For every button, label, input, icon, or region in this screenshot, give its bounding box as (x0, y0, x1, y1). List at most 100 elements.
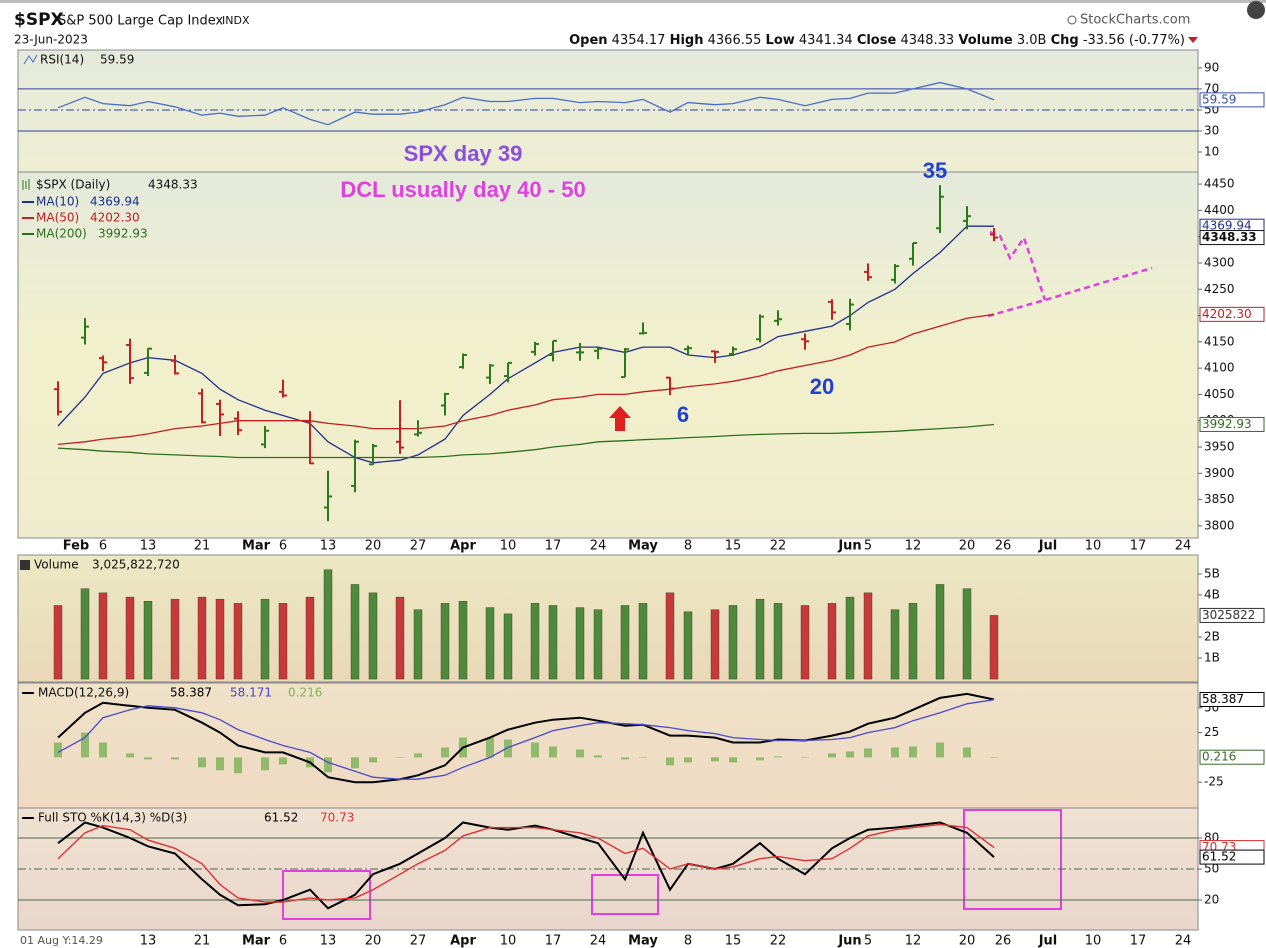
volume-bar (593, 609, 603, 680)
volume-bar (503, 613, 513, 680)
histogram-bar (504, 739, 512, 758)
x-tick-label: 12 (905, 539, 922, 554)
volume-bar (323, 569, 333, 680)
x-tick-label: Mar (242, 539, 271, 554)
histogram-bar (891, 747, 899, 758)
panel-volume (17, 554, 1199, 683)
volume-label: Volume (958, 33, 1013, 48)
x-tick-label: 5 (864, 539, 872, 554)
legend-value: 70.73 (320, 811, 354, 825)
open-label: Open (569, 33, 607, 48)
value-tag (1199, 691, 1265, 707)
histogram-bar (261, 757, 269, 771)
highlight-box (591, 874, 659, 915)
value-tag-text: 58.387 (1202, 692, 1244, 706)
histogram-bar (234, 757, 242, 774)
series-line (57, 699, 995, 780)
volume-bar (755, 598, 765, 680)
x-tick-label: 24 (590, 934, 607, 948)
brand-icon (1067, 15, 1077, 25)
high-label: High (670, 33, 704, 48)
histogram-bar (990, 757, 998, 758)
x-tick-label: 8 (684, 539, 692, 554)
legend: MACD(12,26,9) (38, 686, 129, 700)
annotation-20: 20 (810, 374, 834, 399)
x-tick-label: 20 (959, 934, 976, 948)
panels (17, 49, 1199, 931)
x-tick-label: 24 (590, 539, 607, 554)
legend-value: 4202.30 (90, 211, 140, 225)
x-tick-label: 17 (545, 934, 562, 948)
x-tick-label: 26 (995, 539, 1012, 554)
histogram-bar (396, 757, 404, 758)
projection-trend (987, 266, 1153, 318)
legend-value: 3992.93 (98, 227, 148, 241)
y-tick-label: 10 (1204, 145, 1219, 159)
change-value: -33.56 (-0.77%) (1083, 33, 1185, 48)
volume-bar (278, 603, 288, 680)
volume-bar (413, 609, 423, 680)
value-tag (1199, 306, 1265, 322)
volume-value: 3.0B (1017, 33, 1047, 48)
value-tag (1199, 92, 1265, 108)
x-tick-label: 26 (995, 934, 1012, 948)
volume-bar (485, 607, 495, 680)
value-tag-text: 0.216 (1202, 750, 1236, 764)
x-tick-label: 13 (140, 539, 157, 554)
histogram-bar (828, 753, 836, 758)
series-line (57, 225, 994, 464)
x-tick-label: 22 (770, 539, 787, 554)
histogram-bar (531, 742, 539, 758)
x-tick-label: Jul (1038, 539, 1058, 554)
y-tick-label: 3900 (1204, 466, 1235, 480)
x-tick-label: 12 (905, 934, 922, 948)
volume-bar (638, 603, 648, 680)
histogram-bar (684, 757, 692, 763)
y-tick-label: 30 (1204, 123, 1219, 137)
y-tick-label: 70 (1204, 81, 1219, 95)
volume-bar (233, 603, 243, 680)
low-value: 4341.34 (799, 33, 853, 48)
y-tick-label: 4150 (1204, 334, 1235, 348)
y-tick-label: 5B (1204, 566, 1220, 580)
x-tick-label: May (628, 539, 658, 554)
legend: MA(200) (36, 227, 87, 241)
histogram-bar (963, 747, 971, 758)
histogram-bar (666, 757, 674, 766)
histogram-bar (54, 742, 62, 758)
volume-bar (683, 611, 693, 680)
volume-bar (773, 603, 783, 680)
annotation-35: 35 (923, 158, 947, 183)
histogram-bar (198, 757, 206, 768)
volume-bar (890, 609, 900, 680)
y-tick-label: 1B (1204, 651, 1220, 665)
volume-bar (440, 603, 450, 680)
panel-macd (17, 682, 1199, 809)
volume-bar (53, 605, 63, 680)
value-tag-text: 4348.33 (1202, 230, 1257, 244)
x-tick-label: Jul (1038, 934, 1058, 948)
histogram-bar (756, 757, 764, 761)
volume-bar (863, 592, 873, 680)
histogram-bar (936, 742, 944, 758)
y-tick-label: 4400 (1204, 203, 1235, 217)
down-triangle (1188, 37, 1198, 43)
volume-bar (800, 605, 810, 680)
volume-bar (368, 592, 378, 680)
legend: MA(10) (36, 195, 79, 209)
y-tick-label: 90 (1204, 60, 1219, 74)
legend-value: 58.387 (170, 686, 212, 700)
y-tick-label: 3850 (1204, 492, 1235, 506)
volume-bar (125, 596, 135, 680)
close-icon[interactable] (1247, 1, 1265, 19)
value-tag (1199, 749, 1265, 765)
x-tick-label: 17 (1130, 934, 1147, 948)
close-value: 4348.33 (900, 33, 954, 48)
value-tag (1199, 230, 1265, 246)
histogram-bar (486, 737, 494, 758)
y-tick-label: 4B (1204, 587, 1220, 601)
histogram-bar (81, 732, 89, 758)
histogram-bar (864, 748, 872, 758)
volume-bar (575, 607, 585, 680)
